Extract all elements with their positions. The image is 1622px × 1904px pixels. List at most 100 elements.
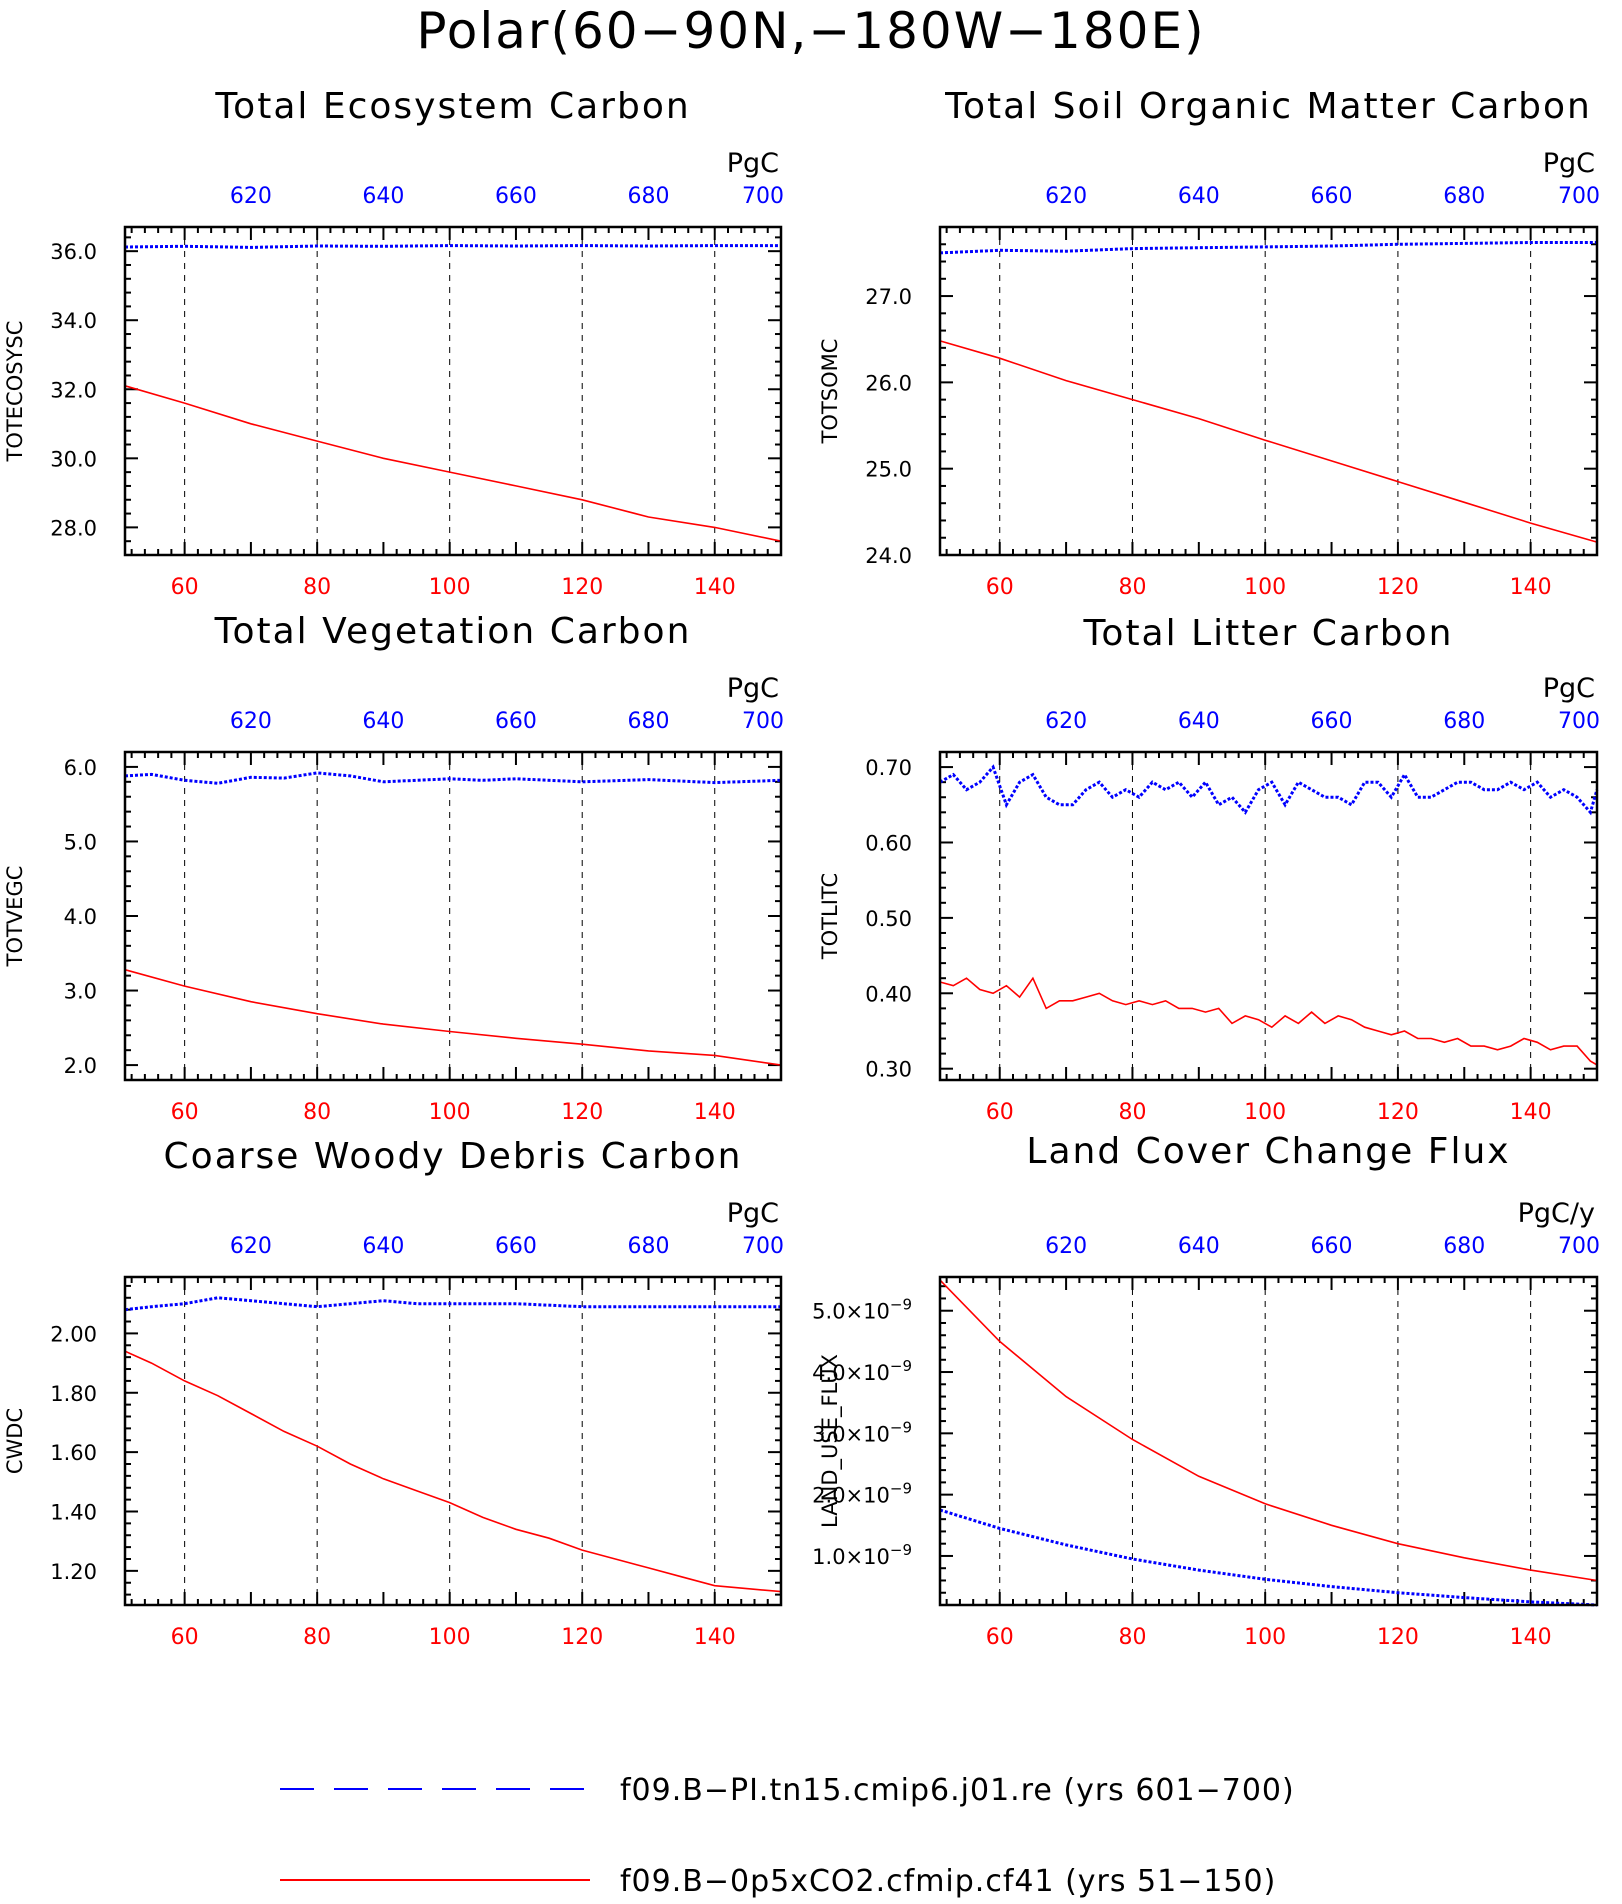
x-tick-label: 140 — [694, 1625, 736, 1650]
x-tick-label: 120 — [561, 1625, 603, 1650]
x-tick-label: 60 — [986, 575, 1014, 600]
legend: f09.B−PI.tn15.cmip6.j01.re (yrs 601−700)… — [280, 1773, 1294, 1899]
y-tick-label: 36.0 — [50, 240, 97, 264]
y-tick-label: 32.0 — [50, 378, 97, 402]
x-tick-label: 60 — [171, 575, 199, 600]
unit-label: PgC — [727, 1198, 779, 1229]
x-top-tick-label: 660 — [1311, 184, 1353, 209]
x-top-tick-label: 700 — [742, 1234, 784, 1259]
x-top-tick-label: 660 — [1311, 1234, 1353, 1259]
x-top-tick-label: 640 — [362, 184, 404, 209]
panel-title: Total Litter Carbon — [1083, 613, 1454, 654]
x-top-tick-label: 680 — [1443, 1234, 1485, 1259]
y-tick-label: 6.0 — [64, 756, 97, 780]
x-tick-label: 140 — [694, 575, 736, 600]
x-tick-label: 120 — [1377, 1100, 1419, 1125]
x-tick-label: 80 — [1118, 1100, 1146, 1125]
y-tick-label: 0.70 — [865, 756, 912, 780]
y-tick-label: 1.0×10−9 — [812, 1541, 912, 1569]
y-tick-exponent: −9 — [890, 1541, 912, 1559]
y-axis-label: TOTLITC — [818, 873, 842, 960]
y-tick-label: 24.0 — [865, 544, 912, 568]
x-top-tick-label: 620 — [1045, 1234, 1087, 1259]
panel-title: Land Cover Change Flux — [1026, 1131, 1510, 1172]
x-tick-label: 140 — [1510, 1100, 1552, 1125]
x-top-tick-label: 680 — [627, 1234, 669, 1259]
x-tick-label: 120 — [561, 1100, 603, 1125]
plot-frame — [938, 225, 1599, 557]
chart-panel: Total Vegetation Carbon 60 80 100 120 140 620 6… — [3, 611, 784, 1125]
y-tick-label: 25.0 — [865, 458, 912, 482]
y-tick-label: 2.0 — [64, 1054, 97, 1078]
x-tick-label: 100 — [429, 1100, 471, 1125]
y-tick-exponent: −9 — [890, 1296, 912, 1314]
series-line-ctrl — [939, 1508, 1598, 1607]
y-axis-label: TOTSOMC — [818, 339, 842, 445]
series-line-exp — [939, 340, 1598, 543]
y-tick-label: 28.0 — [50, 516, 97, 540]
series-line-exp — [124, 385, 782, 542]
unit-label: PgC — [727, 148, 779, 179]
y-tick-label: 27.0 — [865, 285, 912, 309]
y-tick-exponent: −9 — [890, 1357, 912, 1375]
x-top-tick-label: 660 — [495, 709, 537, 734]
x-tick-label: 140 — [1510, 1625, 1552, 1650]
x-tick-label: 80 — [303, 1100, 331, 1125]
unit-label: PgC/y — [1518, 1198, 1595, 1229]
x-top-tick-label: 640 — [1178, 709, 1220, 734]
y-tick-label: 1.20 — [50, 1560, 97, 1584]
plot-frame — [938, 750, 1599, 1082]
x-top-tick-label: 640 — [1178, 184, 1220, 209]
x-top-tick-label: 620 — [230, 709, 272, 734]
x-tick-label: 80 — [303, 575, 331, 600]
x-top-tick-label: 700 — [1558, 1234, 1600, 1259]
y-tick-label: 4.0 — [64, 905, 97, 929]
y-tick-label: 5.0×10−9 — [812, 1296, 912, 1324]
x-tick-label: 100 — [1244, 575, 1286, 600]
x-top-tick-label: 680 — [627, 184, 669, 209]
x-tick-label: 120 — [561, 575, 603, 600]
x-top-tick-label: 620 — [230, 184, 272, 209]
x-top-tick-label: 660 — [495, 184, 537, 209]
x-tick-label: 80 — [303, 1625, 331, 1650]
y-tick-label: 30.0 — [50, 447, 97, 471]
panel-title: Coarse Woody Debris Carbon — [164, 1136, 743, 1177]
plot-frame — [123, 225, 783, 557]
y-tick-exponent: −9 — [890, 1480, 912, 1498]
y-tick-label: 0.50 — [865, 907, 912, 931]
panels: Total Ecosystem Carbon 60 80 100 120 140 620 64… — [3, 86, 1600, 1650]
y-tick-label: 5.0 — [64, 830, 97, 854]
x-tick-label: 120 — [1377, 575, 1419, 600]
x-top-tick-label: 700 — [1558, 709, 1600, 734]
series-line-exp — [124, 1350, 782, 1593]
panel-title: Total Ecosystem Carbon — [214, 86, 690, 127]
y-tick-label: 0.40 — [865, 982, 912, 1006]
x-tick-label: 100 — [429, 1625, 471, 1650]
series-line-ctrl — [124, 771, 782, 785]
x-tick-label: 140 — [1510, 575, 1552, 600]
figure-title: Polar(60−90N,−180W−180E) — [416, 2, 1205, 60]
y-axis-label: CWDC — [3, 1408, 27, 1474]
x-top-tick-label: 640 — [362, 709, 404, 734]
x-tick-label: 60 — [986, 1100, 1014, 1125]
plot-frame — [123, 750, 783, 1082]
y-axis-label: TOTVEGC — [3, 866, 27, 968]
x-tick-label: 60 — [986, 1625, 1014, 1650]
x-tick-label: 60 — [171, 1100, 199, 1125]
panel-title: Total Soil Organic Matter Carbon — [944, 86, 1592, 127]
x-tick-label: 100 — [1244, 1625, 1286, 1650]
y-tick-label: 0.30 — [865, 1058, 912, 1082]
plot-frame — [938, 1275, 1599, 1607]
x-top-tick-label: 700 — [742, 709, 784, 734]
x-tick-label: 80 — [1118, 575, 1146, 600]
series-line-exp — [124, 968, 782, 1066]
series-line-ctrl — [124, 244, 781, 249]
y-tick-label: 2.00 — [50, 1322, 97, 1346]
x-tick-label: 100 — [1244, 1100, 1286, 1125]
x-top-tick-label: 660 — [495, 1234, 537, 1259]
unit-label: PgC — [727, 673, 779, 704]
x-tick-label: 100 — [429, 575, 471, 600]
plot-frame — [123, 1275, 783, 1607]
x-top-tick-label: 680 — [1443, 709, 1485, 734]
